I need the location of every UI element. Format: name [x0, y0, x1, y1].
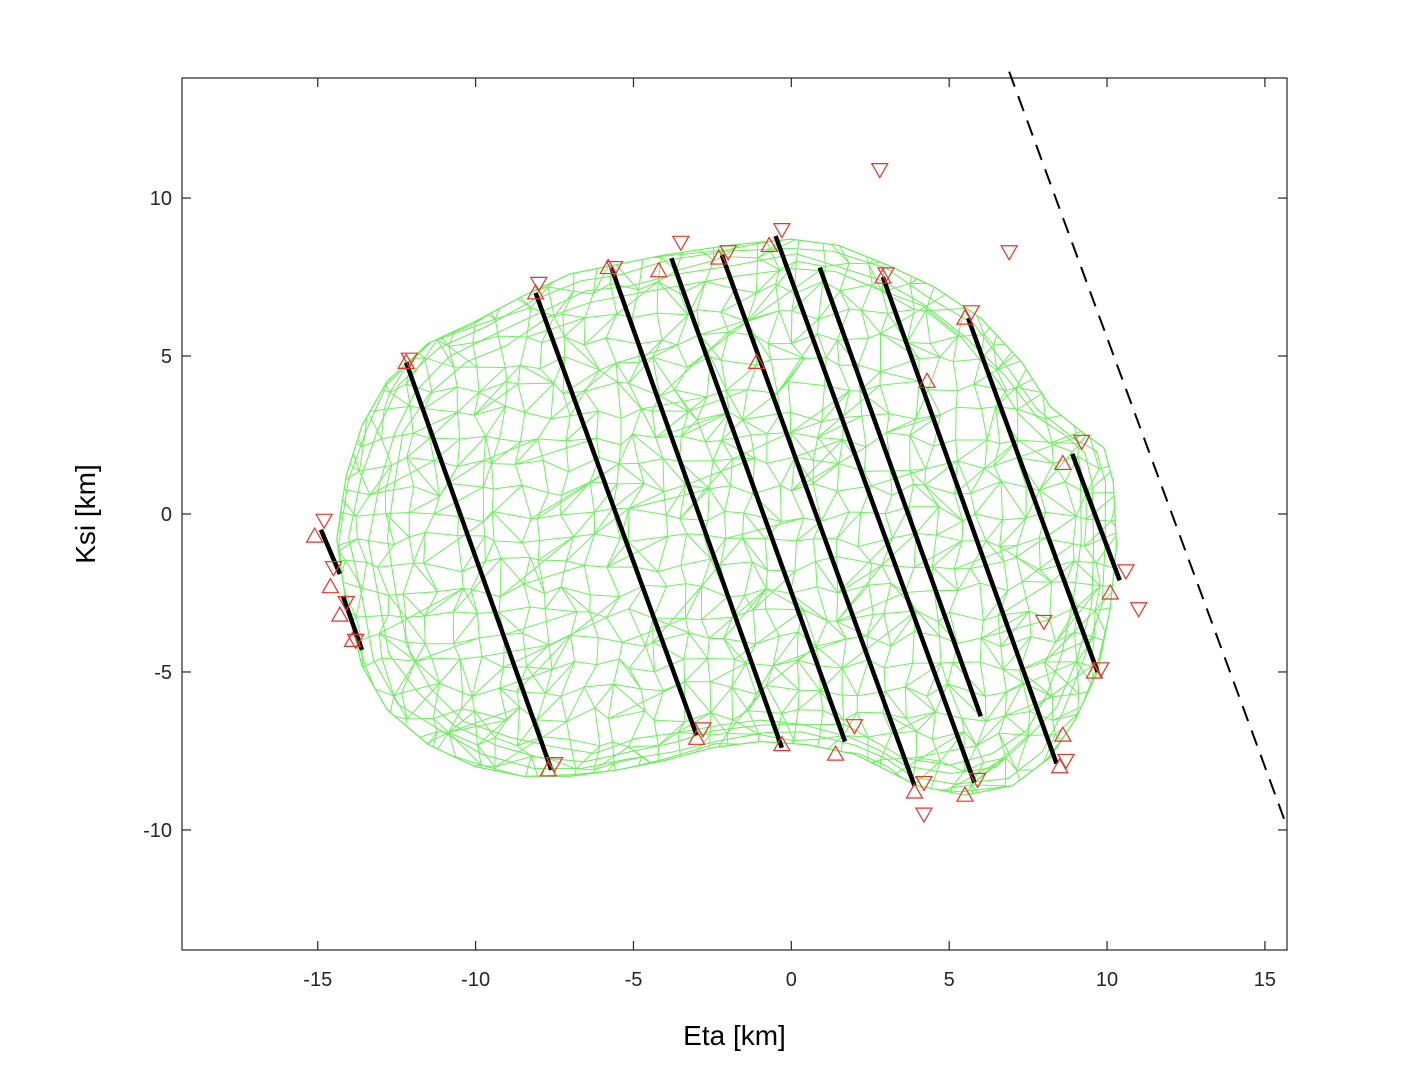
marker-triangle-down [324, 561, 343, 577]
marker-triangle-down [693, 722, 712, 739]
chord-line-1 [318, 528, 342, 575]
marker-triangle-down [346, 633, 365, 650]
marker-triangle-down [337, 595, 356, 612]
marker-triangle-up [649, 261, 668, 278]
chord-line-8 [773, 235, 977, 784]
x-tick-label: -5 [625, 969, 643, 991]
marker-triangle-up [539, 760, 558, 777]
marker-triangle-down [545, 756, 564, 773]
marker-triangle-down [315, 513, 334, 530]
marker-triangle-down [914, 775, 933, 792]
marker-triangle-down [605, 260, 624, 277]
marker-triangle-down [1034, 614, 1053, 631]
marker-triangle-up [918, 372, 937, 388]
marker-triangle-up [955, 308, 975, 325]
marker-triangle-down [772, 223, 791, 239]
marker-triangle-up [1053, 454, 1072, 471]
marker-triangle-down [877, 267, 896, 284]
marker-triangle-up [1053, 725, 1072, 742]
marker-triangle-up [599, 258, 618, 275]
marker-triangle-up [397, 353, 416, 369]
marker-triangle-down [1056, 753, 1076, 770]
x-tick-label: -15 [303, 969, 332, 991]
y-tick-label: -10 [143, 820, 172, 842]
x-tick-label: 10 [1096, 969, 1118, 991]
x-tick-label: -10 [461, 969, 490, 991]
chord-line-6 [669, 257, 848, 743]
mesh-rim-ring [338, 239, 1117, 793]
marker-triangle-up [1050, 757, 1069, 774]
marker-triangle-up [1101, 583, 1120, 600]
marker-triangle-up [905, 782, 924, 799]
marker-triangle-down [719, 245, 738, 261]
marker-triangle-up [1085, 662, 1104, 679]
marker-triangle-up [687, 729, 706, 745]
marker-triangle-up [305, 526, 324, 543]
y-tick-label: 10 [150, 188, 172, 210]
marker-triangle-down [529, 276, 548, 293]
chord-line-9 [817, 266, 983, 717]
marker-triangle-down [870, 163, 889, 179]
chord-line-4 [533, 292, 699, 736]
marker-triangle-down [1000, 245, 1019, 261]
axis-ticks: -15 -10 -5 0 5 10 15 -10 -5 0 5 10 [143, 78, 1287, 991]
y-axis-label: Ksi [km] [70, 464, 101, 564]
x-tick-label: 15 [1254, 969, 1276, 991]
marker-triangle-down [1116, 564, 1136, 581]
limb-line [1008, 71, 1288, 828]
marker-triangle-down [1129, 602, 1148, 618]
chord-line-12 [1070, 453, 1122, 582]
mesh-rim-ring [348, 247, 1106, 785]
marker-triangle-down [845, 719, 864, 735]
chord-line-7 [719, 254, 917, 787]
marker-triangle-up [747, 353, 766, 369]
marker-triangle-down [914, 807, 933, 824]
timing-markers [305, 163, 1148, 824]
mesh-wireframe [336, 239, 1117, 796]
chord-line-2 [340, 595, 365, 651]
marker-triangle-down [1091, 662, 1110, 679]
x-tick-label: 5 [944, 969, 955, 991]
y-tick-label: 0 [161, 504, 172, 526]
x-axis-label: Eta [km] [683, 1020, 786, 1051]
marker-triangle-down [968, 772, 987, 789]
marker-triangle-up [709, 248, 728, 265]
chord-line-5 [609, 266, 784, 749]
y-tick-label: -5 [154, 662, 172, 684]
x-tick-label: 0 [786, 969, 797, 991]
marker-triangle-down [400, 352, 419, 369]
marker-triangle-up [526, 283, 545, 300]
marker-triangle-down [962, 305, 981, 322]
chord-line-3 [404, 361, 554, 771]
marker-triangle-up [826, 744, 845, 761]
mesh-outline [336, 238, 1118, 796]
marker-triangle-up [760, 236, 779, 253]
chord-lines [318, 235, 1122, 787]
marker-triangle-up [343, 631, 362, 647]
shape-model-mesh [336, 238, 1118, 796]
marker-triangle-up [330, 605, 349, 622]
marker-triangle-up [321, 577, 340, 594]
chord-line-10 [880, 276, 1059, 765]
marker-triangle-up [873, 267, 892, 284]
marker-triangle-up [772, 735, 791, 752]
chord-line-11 [966, 317, 1100, 673]
y-tick-label: 5 [161, 346, 172, 368]
marker-triangle-down [1072, 434, 1091, 451]
marker-triangle-up [955, 785, 975, 802]
limb-dashed-line [1008, 71, 1288, 828]
marker-triangle-down [671, 235, 690, 252]
